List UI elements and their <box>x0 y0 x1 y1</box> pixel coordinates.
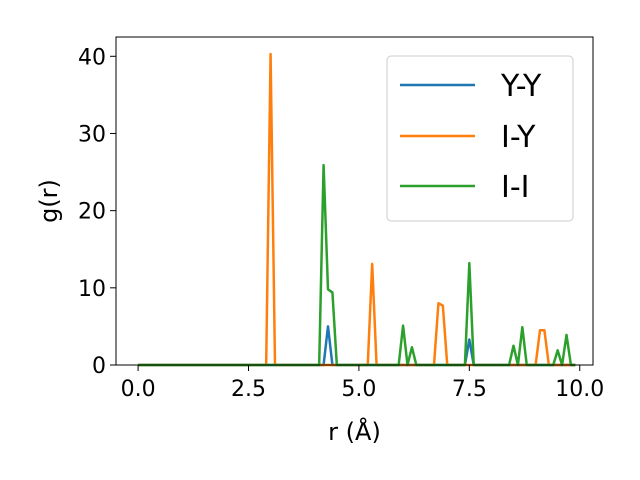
y-tick-label: 10 <box>78 277 106 302</box>
y-tick-label: 20 <box>78 200 106 225</box>
legend-box <box>386 55 574 222</box>
x-axis-label: r (Å) <box>328 417 381 446</box>
x-tick-label: 0.0 <box>121 377 156 402</box>
series-line-i-y <box>138 52 576 367</box>
legend: Y-Y I-Y I-I <box>386 55 574 222</box>
legend-label-i-i: I-I <box>501 170 530 205</box>
ticks-layer: 0.0 2.5 5.0 7.5 10.0 0 10 20 30 40 <box>78 45 604 402</box>
series-line-i-i <box>138 163 576 367</box>
x-tick-label: 2.5 <box>231 377 266 402</box>
y-tick-label: 40 <box>78 45 106 70</box>
x-tick-label: 5.0 <box>341 377 376 402</box>
x-tick-label: 10.0 <box>555 377 604 402</box>
legend-label-i-y: I-Y <box>501 120 536 155</box>
y-tick-label: 0 <box>92 354 106 379</box>
y-axis-label: g(r) <box>35 179 63 223</box>
legend-label-y-y: Y-Y <box>500 69 542 104</box>
plot-frame <box>115 36 594 366</box>
x-tick-label: 7.5 <box>452 377 487 402</box>
y-tick-label: 30 <box>78 122 106 147</box>
